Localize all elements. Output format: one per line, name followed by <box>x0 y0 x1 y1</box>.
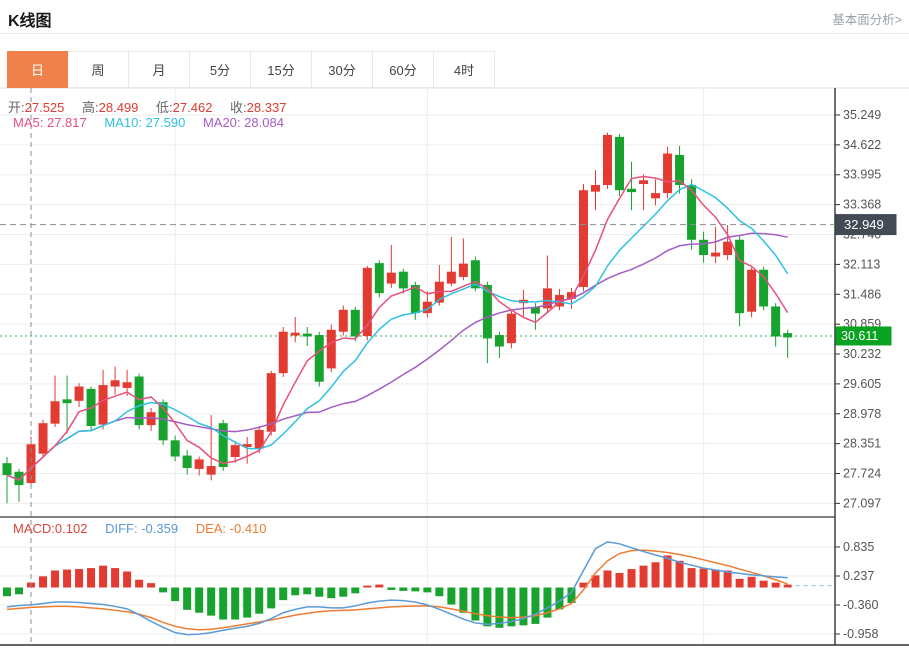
crosshair <box>0 88 835 645</box>
dea-label: DEA: <box>195 521 227 536</box>
period-tabs: 日周月 5分 15分 30分 60分 4时 <box>7 51 495 88</box>
ma20-label: MA20: <box>202 115 241 130</box>
tab-min30[interactable]: 30分 <box>312 51 373 88</box>
close-value: 28.337 <box>246 100 287 115</box>
macd-histogram <box>3 555 792 628</box>
ma-lines <box>6 175 789 481</box>
tab-min15[interactable]: 15分 <box>251 51 312 88</box>
svg-text:30.611: 30.611 <box>841 329 878 343</box>
ma10-label: MA10: <box>104 115 142 130</box>
svg-text:-0.958: -0.958 <box>843 627 878 641</box>
axes <box>0 87 909 646</box>
dea-value: -0.410 <box>229 521 267 536</box>
svg-text:32.949: 32.949 <box>844 217 884 232</box>
macd-value: 0.102 <box>54 521 88 536</box>
svg-text:0.237: 0.237 <box>843 569 874 583</box>
macd-lines <box>6 541 835 636</box>
svg-text:0.835: 0.835 <box>843 540 874 554</box>
svg-text:32.113: 32.113 <box>843 257 880 271</box>
ohlc-readout: 开:27.525 高:28.499 低:27.462 收:28.337 <box>8 97 300 116</box>
svg-text:33.368: 33.368 <box>843 198 881 212</box>
svg-text:31.486: 31.486 <box>843 287 881 301</box>
ma5-label: MA5: <box>13 115 44 130</box>
ma20-value: 28.084 <box>244 115 284 130</box>
open-value: 27.525 <box>24 100 65 115</box>
ma10-value: 27.590 <box>145 115 186 130</box>
page-header: K线图 基本面分析> <box>0 0 909 34</box>
svg-text:34.622: 34.622 <box>843 138 881 152</box>
macd-label: MACD: <box>13 521 55 536</box>
svg-text:-0.360: -0.360 <box>843 598 878 612</box>
diff-value: -0.359 <box>141 521 179 536</box>
svg-text:28.351: 28.351 <box>843 437 881 451</box>
diff-label: DIFF: <box>105 521 138 536</box>
tab-week[interactable]: 周 <box>68 51 129 88</box>
low-label: 低: <box>156 100 173 115</box>
candles <box>2 132 793 504</box>
ma5-value: 27.817 <box>46 115 87 130</box>
tab-month[interactable]: 月 <box>129 51 190 88</box>
close-label: 收: <box>230 100 247 115</box>
svg-text:30.232: 30.232 <box>843 347 881 361</box>
svg-text:33.995: 33.995 <box>843 168 881 182</box>
ma-readout: MA5: 27.817 MA10: 27.590 MA20: 28.084 <box>13 115 298 130</box>
svg-text:35.249: 35.249 <box>843 108 881 122</box>
tab-day[interactable]: 日 <box>7 51 68 88</box>
macd-readout: MACD:0.102 DIFF: -0.359 DEA: -0.410 <box>13 521 281 536</box>
open-label: 开: <box>8 100 25 115</box>
svg-text:27.724: 27.724 <box>843 466 881 480</box>
high-value: 28.499 <box>98 100 139 115</box>
crosshair-price-badge: 32.949 <box>835 214 897 236</box>
tab-min60[interactable]: 60分 <box>373 51 434 88</box>
svg-text:27.097: 27.097 <box>843 496 881 510</box>
tab-min5[interactable]: 5分 <box>190 51 251 88</box>
svg-text:29.605: 29.605 <box>843 377 881 391</box>
low-value: 27.462 <box>172 100 213 115</box>
svg-text:28.978: 28.978 <box>843 407 881 421</box>
tab-hour4[interactable]: 4时 <box>434 51 495 88</box>
high-label: 高: <box>82 100 99 115</box>
last-price-badge: 30.611 <box>835 326 892 346</box>
y-axis-labels: 35.24934.62233.99533.36832.74032.11331.4… <box>835 108 881 641</box>
fundamental-analysis-link[interactable]: 基本面分析> <box>832 13 902 27</box>
page-title: K线图 <box>8 13 52 30</box>
